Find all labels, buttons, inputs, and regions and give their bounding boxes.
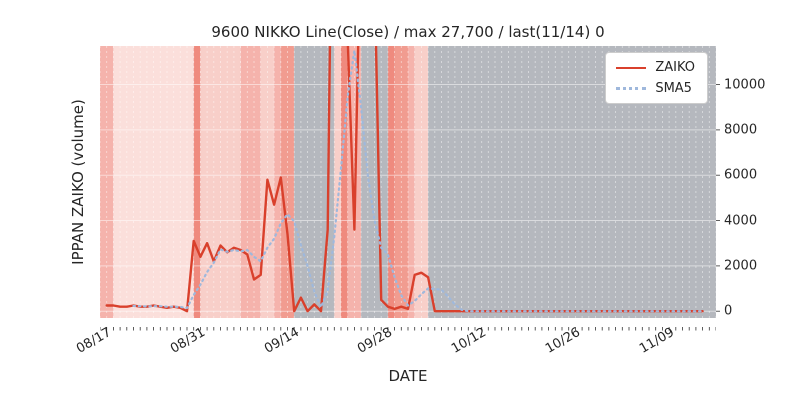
y-tick-label: 10000 [724, 77, 766, 92]
x-tick-labels: 08/17 08/31 09/14 09/28 10/12 10/26 11/09 [74, 321, 716, 365]
x-axis-ticks [99, 318, 717, 331]
y-tick-label: 2000 [724, 258, 758, 274]
x-tick-label: 09/28 [355, 325, 396, 357]
legend-entry-zaiko: ZAIKO [616, 60, 695, 75]
sma5-legend-line-icon [616, 87, 647, 90]
y-tick-labels: 0 2000 4000 6000 8000 10000 [724, 46, 784, 319]
y-tick-label: 6000 [724, 167, 758, 183]
x-tick-label: 08/31 [167, 325, 208, 357]
chart-svg [100, 46, 716, 318]
x-tick-label: 08/17 [74, 325, 115, 357]
x-axis-label: DATE [388, 367, 428, 385]
zaiko-legend-line-icon [616, 66, 647, 69]
y-ticks-svg [716, 84, 720, 312]
y-tick-label: 4000 [724, 213, 758, 228]
y-tick-label: 0 [724, 303, 733, 319]
legend-label-sma5: SMA5 [655, 81, 692, 96]
x-tick-label: 10/12 [449, 325, 490, 357]
legend: ZAIKO SMA5 [605, 52, 708, 104]
x-tick-label: 09/14 [261, 325, 302, 357]
legend-label-zaiko: ZAIKO [655, 60, 695, 75]
chart-title: 9600 NIKKO Line(Close) / max 27,700 / la… [211, 23, 605, 41]
y-tick-label: 8000 [724, 122, 758, 138]
x-tick-label: 10/26 [542, 325, 583, 357]
legend-entry-sma5: SMA5 [616, 81, 695, 96]
x-ticks-svg [99, 327, 717, 331]
x-tick-label: 11/09 [636, 325, 677, 357]
y-axis-label: IPPAN ZAIKO (volume) [69, 99, 87, 265]
y-axis-ticks [716, 46, 722, 318]
